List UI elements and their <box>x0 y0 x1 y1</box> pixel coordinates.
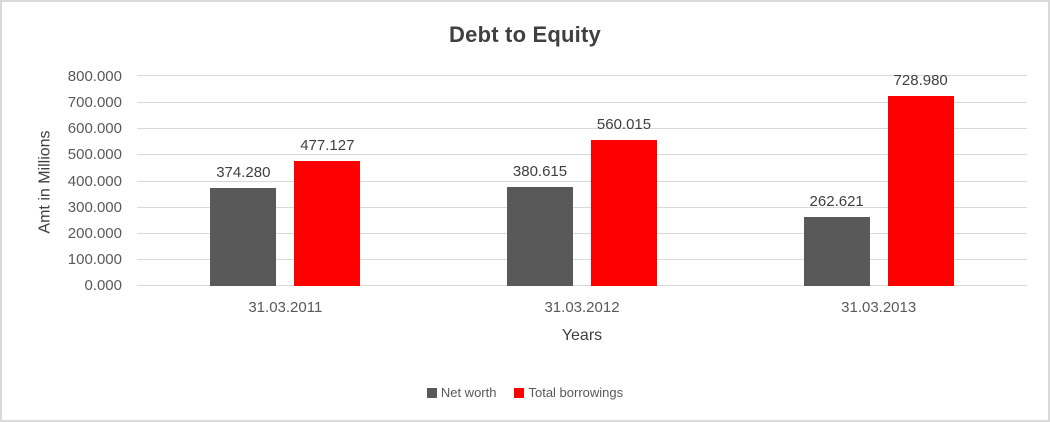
bar-net-worth: 262.621 <box>803 193 870 286</box>
gridline <box>137 102 1027 104</box>
bar-group: 374.280 477.127 <box>137 77 434 286</box>
x-tick-label: 31.03.2011 <box>248 299 323 316</box>
bar-value-label: 380.615 <box>512 162 568 180</box>
gridline <box>137 180 1027 182</box>
bar-total-borrowings: 477.127 <box>294 137 361 286</box>
bar-total-borrowings: 728.980 <box>887 72 954 286</box>
y-tick-label: 300.000 <box>67 198 122 216</box>
bar-value-label: 477.127 <box>300 137 355 155</box>
y-tick-label: 100.000 <box>67 250 122 268</box>
bar-net-worth: 374.280 <box>210 164 277 286</box>
legend-item: Total borrowings <box>514 385 623 400</box>
gridline <box>137 128 1027 130</box>
gridline <box>137 285 1027 286</box>
gridline <box>137 75 1027 76</box>
gridline <box>137 206 1027 208</box>
y-axis-tick-labels: 0.000 100.000 200.000 300.000 400.000 500.000… <box>2 68 122 294</box>
y-tick-label: 600.000 <box>67 120 122 138</box>
bar-group: 380.615 560.015 <box>434 77 731 286</box>
bar-total-borrowings: 560.015 <box>591 116 657 286</box>
legend-label: Net worth <box>440 385 497 400</box>
chart-title: Debt to Equity <box>449 22 601 47</box>
gridline <box>137 154 1027 156</box>
legend-swatch-icon <box>426 387 437 398</box>
x-axis-title: Years <box>561 327 603 344</box>
y-tick-label: 800.000 <box>67 68 122 85</box>
y-tick-label: 0.000 <box>84 277 122 294</box>
x-tick-label: 31.03.2012 <box>544 299 620 316</box>
y-tick-label: 500.000 <box>67 146 122 164</box>
legend-item: Net worth <box>426 385 497 400</box>
bar-groups: 374.280 477.127 380.615 560.015 262.621 728.9… <box>137 72 1027 286</box>
plot-area: 374.280 477.127 380.615 560.015 262.621 728.9… <box>137 72 1027 286</box>
bar-value-label: 262.621 <box>809 193 864 211</box>
y-tick-label: 700.000 <box>67 94 122 112</box>
x-tick-label: 31.03.2013 <box>841 299 917 316</box>
bar-net-worth: 380.615 <box>507 163 573 286</box>
y-tick-label: 200.000 <box>67 224 122 242</box>
gridline <box>137 232 1027 234</box>
legend-label: Total borrowings <box>528 385 624 400</box>
x-axis-tick-labels: 31.03.2011 31.03.2012 31.03.2013 <box>137 299 1027 316</box>
bar-value-label: 374.280 <box>216 164 271 182</box>
y-tick-label: 400.000 <box>67 172 122 190</box>
bar-value-label: 560.015 <box>596 115 652 133</box>
legend-swatch-icon <box>514 387 525 398</box>
legend: Net worth Total borrowings <box>2 385 1048 400</box>
gridline <box>137 258 1027 260</box>
bar-group: 262.621 728.980 <box>730 72 1027 286</box>
bar-value-label: 728.980 <box>893 71 948 89</box>
